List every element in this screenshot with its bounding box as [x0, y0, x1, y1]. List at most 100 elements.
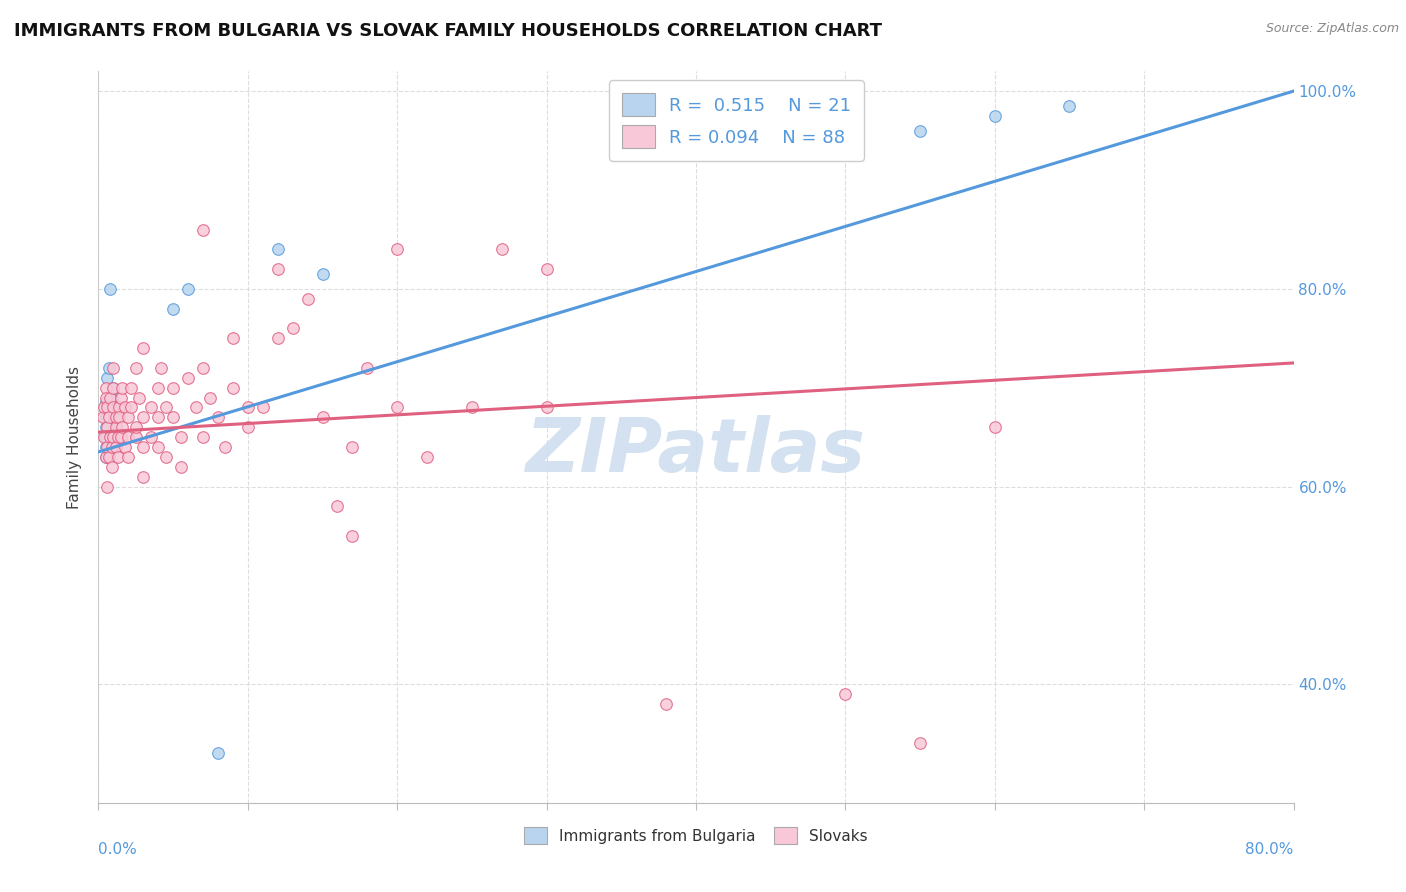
Point — [177, 282, 200, 296]
Point — [655, 697, 678, 711]
Point — [148, 410, 170, 425]
Point — [101, 440, 124, 454]
Point — [536, 262, 558, 277]
Point — [536, 401, 558, 415]
Point — [105, 420, 128, 434]
Point — [94, 410, 117, 425]
Point — [93, 401, 115, 415]
Point — [908, 123, 931, 137]
Point — [125, 360, 148, 375]
Text: IMMIGRANTS FROM BULGARIA VS SLOVAK FAMILY HOUSEHOLDS CORRELATION CHART: IMMIGRANTS FROM BULGARIA VS SLOVAK FAMIL… — [14, 22, 882, 40]
Point — [111, 420, 134, 434]
Point — [111, 381, 134, 395]
Point — [117, 410, 139, 425]
Point — [148, 440, 170, 454]
Point — [1059, 99, 1081, 113]
Point — [107, 430, 129, 444]
Point — [191, 222, 214, 236]
Point — [94, 440, 117, 454]
Point — [139, 430, 162, 444]
Point — [236, 401, 259, 415]
Point — [184, 401, 207, 415]
Point — [97, 360, 120, 375]
Point — [148, 381, 170, 395]
Point — [132, 469, 155, 483]
Point — [297, 292, 319, 306]
Point — [385, 401, 409, 415]
Point — [105, 440, 128, 454]
Point — [125, 430, 148, 444]
Point — [834, 687, 856, 701]
Point — [125, 420, 148, 434]
Point — [108, 410, 131, 425]
Text: Source: ZipAtlas.com: Source: ZipAtlas.com — [1265, 22, 1399, 36]
Point — [94, 430, 117, 444]
Point — [110, 430, 132, 444]
Point — [162, 381, 184, 395]
Point — [120, 401, 142, 415]
Point — [984, 420, 1007, 434]
Point — [326, 500, 349, 514]
Point — [207, 747, 229, 761]
Point — [98, 391, 122, 405]
Point — [107, 450, 129, 464]
Point — [214, 440, 236, 454]
Point — [252, 401, 274, 415]
Point — [96, 371, 118, 385]
Point — [207, 410, 229, 425]
Point — [103, 360, 125, 375]
Point — [114, 401, 136, 415]
Point — [139, 401, 162, 415]
Y-axis label: Family Households: Family Households — [67, 366, 83, 508]
Point — [236, 420, 259, 434]
Point — [94, 450, 117, 464]
Point — [461, 401, 484, 415]
Point — [94, 381, 117, 395]
Point — [128, 391, 150, 405]
Point — [267, 331, 290, 345]
Text: 80.0%: 80.0% — [1246, 842, 1294, 856]
Point — [97, 450, 120, 464]
Point — [200, 391, 222, 405]
Point — [491, 242, 513, 256]
Point — [103, 381, 125, 395]
Point — [908, 737, 931, 751]
Point — [222, 381, 245, 395]
Point — [103, 401, 125, 415]
Point — [117, 430, 139, 444]
Point — [311, 410, 333, 425]
Point — [94, 395, 117, 409]
Point — [103, 405, 125, 419]
Point — [120, 381, 142, 395]
Point — [162, 410, 184, 425]
Point — [105, 410, 128, 425]
Point — [162, 301, 184, 316]
Point — [281, 321, 304, 335]
Point — [91, 410, 114, 425]
Text: ZIPatlas: ZIPatlas — [526, 415, 866, 488]
Point — [94, 450, 117, 464]
Point — [103, 430, 125, 444]
Point — [96, 401, 118, 415]
Point — [155, 450, 177, 464]
Point — [101, 459, 124, 474]
Point — [150, 360, 173, 375]
Point — [98, 282, 122, 296]
Point — [114, 440, 136, 454]
Point — [191, 430, 214, 444]
Point — [117, 450, 139, 464]
Point — [132, 410, 155, 425]
Point — [169, 430, 191, 444]
Point — [110, 391, 132, 405]
Point — [94, 391, 117, 405]
Point — [416, 450, 439, 464]
Point — [311, 267, 333, 281]
Point — [132, 341, 155, 355]
Legend: Immigrants from Bulgaria, Slovaks: Immigrants from Bulgaria, Slovaks — [517, 822, 875, 850]
Point — [96, 440, 118, 454]
Point — [169, 459, 191, 474]
Point — [267, 242, 290, 256]
Point — [191, 360, 214, 375]
Point — [97, 410, 120, 425]
Point — [103, 381, 125, 395]
